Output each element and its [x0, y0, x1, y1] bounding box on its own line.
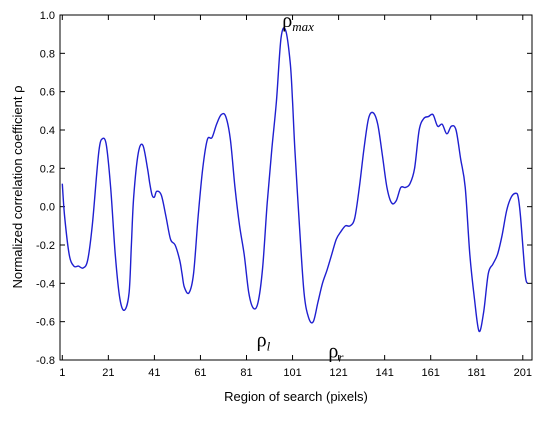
y-tick-label: 0.0: [40, 202, 55, 214]
y-tick-label: 1.0: [40, 10, 55, 22]
x-tick-label: 61: [194, 367, 206, 379]
annotation-rho-max: ρmax: [282, 10, 314, 34]
x-tick-label: 1: [59, 367, 65, 379]
y-axis-ticks: -0.8 -0.6 -0.4 -0.2 0.0 0.2 0.4 0.6 0.8 1.0: [36, 10, 532, 367]
plot-frame: [59, 14, 533, 361]
y-axis-label: Normalized correlation coefficient ρ: [10, 86, 25, 289]
annotation-layer: ρmax ρl ρr: [257, 10, 345, 365]
annotation-rho-l: ρl: [257, 329, 271, 353]
annotation-subscript: max: [292, 19, 314, 34]
x-tick-label: 41: [148, 367, 160, 379]
y-tick-label: -0.8: [36, 355, 55, 367]
x-axis-ticks: 1 21 41 61 81 101 121 141 161 181 201: [59, 15, 532, 379]
x-tick-label: 161: [422, 367, 440, 379]
x-tick-label: 101: [283, 367, 301, 379]
y-tick-label: -0.4: [36, 278, 55, 290]
x-tick-label: 21: [102, 367, 114, 379]
x-tick-label: 81: [240, 367, 252, 379]
y-tick-label: 0.2: [40, 163, 55, 175]
x-tick-label: 181: [468, 367, 486, 379]
y-tick-label: 0.6: [40, 87, 55, 99]
annotation-subscript: r: [338, 350, 344, 365]
x-tick-label: 141: [375, 367, 393, 379]
series-line: [61, 27, 529, 333]
x-tick-label: 201: [514, 367, 532, 379]
x-tick-label: 121: [329, 367, 347, 379]
annotation-subscript: l: [267, 338, 271, 353]
series-layer: [61, 27, 529, 333]
x-axis-label: Region of search (pixels): [224, 389, 368, 404]
y-tick-label: -0.6: [36, 317, 55, 329]
y-tick-label: 0.8: [40, 48, 55, 60]
annotation-rho-r: ρr: [328, 341, 344, 365]
y-tick-label: 0.4: [40, 125, 55, 137]
y-tick-label: -0.2: [36, 240, 55, 252]
